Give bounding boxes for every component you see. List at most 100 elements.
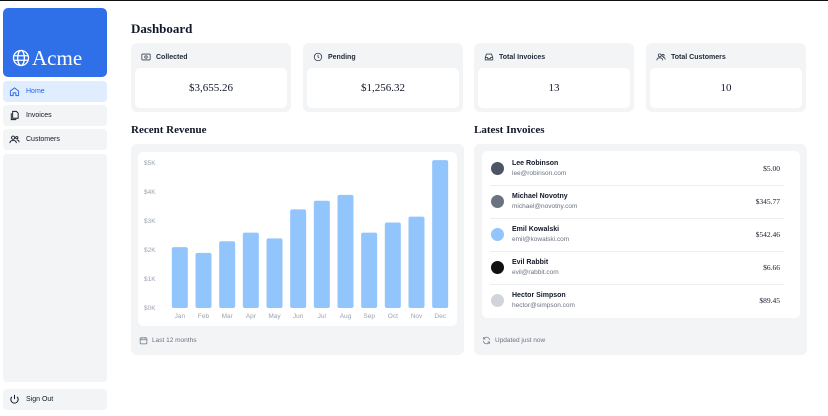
avatar xyxy=(491,294,504,307)
page-title: Dashboard xyxy=(131,21,193,36)
x-tick-label: Jan xyxy=(175,313,186,320)
revenue-bar-feb xyxy=(195,252,212,308)
brand-name: Acme xyxy=(32,46,83,70)
customer-email: lee@robinson.com xyxy=(512,170,567,177)
home-icon xyxy=(9,87,20,97)
revenue-bar-dec xyxy=(432,160,449,308)
card-label: Total Customers xyxy=(671,53,726,61)
x-tick-label: Aug xyxy=(340,313,352,320)
sidebar-item-label: Invoices xyxy=(26,112,52,119)
customer-name: Emil Kowalski xyxy=(512,226,560,233)
sidebar-item-customers[interactable]: Customers xyxy=(3,129,107,150)
avatar xyxy=(491,162,504,175)
revenue-footer-text: Last 12 months xyxy=(152,337,197,344)
invoices-panel: Lee Robinson lee@robinson.com $5.00 Mich… xyxy=(474,144,807,355)
y-tick-label: $1K xyxy=(144,276,156,283)
calendar-icon xyxy=(139,337,148,345)
revenue-chart: $0K $1K $2K $3K $4K $5K Jan Feb Mar Apr May Jun Jul A… xyxy=(144,160,449,320)
y-tick-label: $2K xyxy=(144,247,156,254)
card-label: Collected xyxy=(156,53,188,61)
x-tick-label: Feb xyxy=(198,313,210,320)
revenue-title: Recent Revenue xyxy=(131,124,207,136)
invoice-row: Evil Rabbit evil@rabbit.com $6.66 xyxy=(482,251,792,284)
card-pending: Pending $1,256.32 xyxy=(303,43,463,112)
revenue-bar-sep xyxy=(361,232,378,308)
sidebar-item-home[interactable]: Home xyxy=(3,81,107,102)
sidebar-spacer xyxy=(3,154,107,382)
inbox-icon xyxy=(484,53,494,61)
invoice-amount: $542.46 xyxy=(755,230,780,239)
y-tick-label: $4K xyxy=(144,189,156,196)
sidebar: Acme Home Invoices Customers Sign Out xyxy=(3,8,107,412)
users-icon xyxy=(656,53,666,61)
users-icon xyxy=(9,135,20,144)
window-top-border xyxy=(0,0,828,1)
customer-email: hector@simpson.com xyxy=(512,302,575,309)
sidebar-item-invoices[interactable]: Invoices xyxy=(3,105,107,126)
card-value: $3,655.26 xyxy=(135,68,287,108)
customer-email: evil@rabbit.com xyxy=(512,269,559,276)
x-tick-label: Jul xyxy=(318,313,327,320)
revenue-bar-apr xyxy=(242,232,259,308)
revenue-bar-jul xyxy=(313,200,330,308)
invoice-amount: $89.45 xyxy=(759,296,780,305)
y-tick-label: $0K xyxy=(144,305,156,312)
card-value: 10 xyxy=(650,68,802,108)
revenue-bar-jun xyxy=(290,209,307,308)
invoices-title: Latest Invoices xyxy=(474,124,545,136)
revenue-bar-nov xyxy=(408,216,425,308)
customer-name: Hector Simpson xyxy=(512,292,566,299)
revenue-bar-mar xyxy=(219,241,236,308)
revenue-panel: $0K $1K $2K $3K $4K $5K Jan Feb Mar Apr May Jun Jul A… xyxy=(131,144,464,355)
revenue-bar-aug xyxy=(337,194,354,308)
clock-icon xyxy=(313,52,323,62)
card-total-invoices: Total Invoices 13 xyxy=(474,43,634,112)
document-icon xyxy=(10,110,19,121)
revenue-bar-jan xyxy=(171,247,188,308)
invoices-footer: Updated just now xyxy=(482,336,545,345)
invoice-row: Lee Robinson lee@robinson.com $5.00 xyxy=(482,152,792,185)
globe-icon xyxy=(12,49,30,67)
invoice-row: Hector Simpson hector@simpson.com $89.45 xyxy=(482,284,792,317)
x-tick-label: Nov xyxy=(411,313,423,320)
invoice-amount: $345.77 xyxy=(755,197,780,206)
banknotes-icon xyxy=(141,53,151,61)
invoice-row: Michael Novotny michael@novotny.com $345… xyxy=(482,185,792,218)
refresh-icon xyxy=(483,336,490,345)
x-tick-label: May xyxy=(268,313,281,320)
invoice-amount: $6.66 xyxy=(763,263,780,272)
card-value: 13 xyxy=(478,68,630,108)
customer-name: Michael Novotny xyxy=(512,193,568,200)
card-label: Pending xyxy=(328,53,356,61)
revenue-footer: Last 12 months xyxy=(139,336,196,345)
x-tick-label: Dec xyxy=(434,313,446,320)
customer-name: Evil Rabbit xyxy=(512,259,549,266)
sign-out-label: Sign Out xyxy=(26,396,54,403)
avatar xyxy=(491,195,504,208)
customer-name: Lee Robinson xyxy=(512,160,559,167)
invoices-footer-text: Updated just now xyxy=(495,337,546,344)
avatar xyxy=(491,261,504,274)
card-total-customers: Total Customers 10 xyxy=(646,43,806,112)
y-tick-label: $5K xyxy=(144,160,156,167)
revenue-chart-area: $0K $1K $2K $3K $4K $5K Jan Feb Mar Apr May Jun Jul A… xyxy=(138,152,457,326)
revenue-bar-oct xyxy=(384,222,401,308)
avatar xyxy=(491,228,504,241)
customer-email: michael@novotny.com xyxy=(512,203,578,210)
x-tick-label: Jun xyxy=(293,313,304,320)
customer-email: emil@kowalski.com xyxy=(512,236,570,243)
y-tick-label: $3K xyxy=(144,218,156,225)
invoices-list: Lee Robinson lee@robinson.com $5.00 Mich… xyxy=(482,151,800,318)
card-label: Total Invoices xyxy=(499,53,546,61)
power-icon xyxy=(10,394,19,404)
logo-link[interactable]: Acme xyxy=(3,8,107,77)
sign-out-button[interactable]: Sign Out xyxy=(3,389,107,410)
sidebar-item-label: Home xyxy=(26,88,45,95)
x-tick-label: Sep xyxy=(363,313,375,320)
x-tick-label: Apr xyxy=(246,313,257,320)
card-collected: Collected $3,655.26 xyxy=(131,43,291,112)
x-tick-label: Oct xyxy=(388,313,398,320)
invoice-amount: $5.00 xyxy=(763,164,780,173)
card-value: $1,256.32 xyxy=(307,68,459,108)
x-tick-label: Mar xyxy=(222,313,234,320)
